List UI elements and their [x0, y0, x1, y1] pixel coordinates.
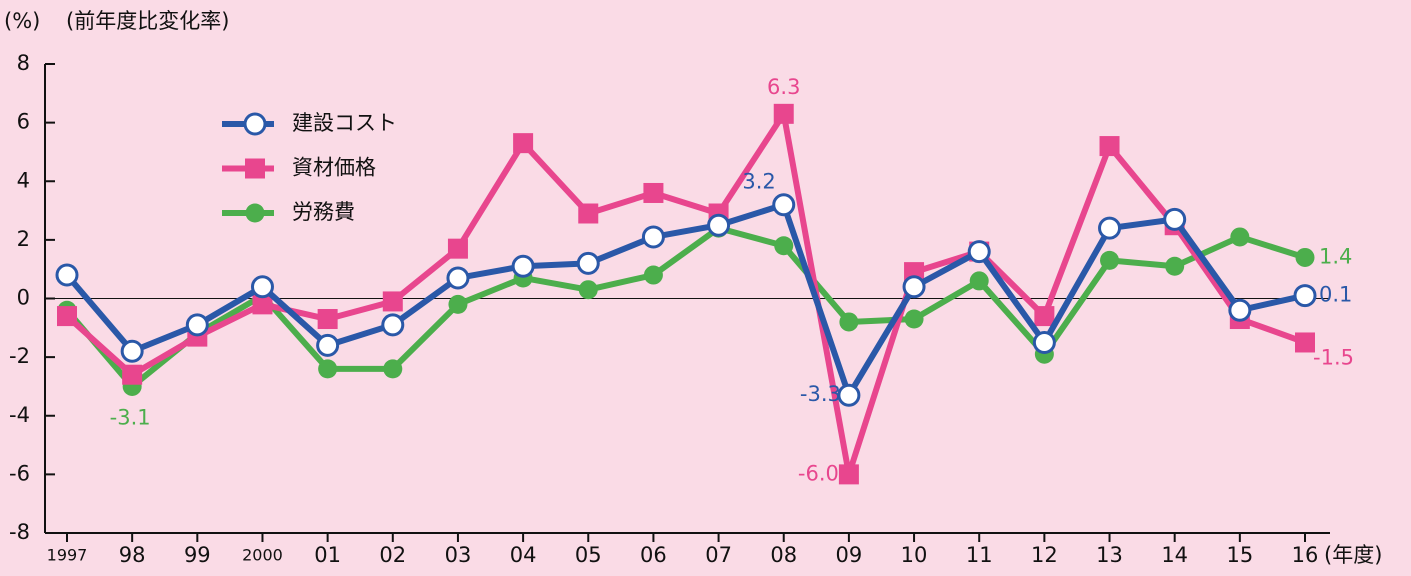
x-tick-label: 15 [1226, 543, 1253, 567]
y-axis-label: (%) [4, 9, 40, 33]
x-tick-label: 10 [901, 543, 928, 567]
marker [837, 383, 861, 407]
legend-label: 建設コスト [292, 111, 397, 135]
y-tick-label: -4 [9, 403, 30, 427]
marker [447, 238, 468, 259]
marker [1295, 247, 1315, 267]
marker [1228, 298, 1252, 322]
marker [55, 263, 79, 287]
data-label: 3.2 [742, 170, 775, 194]
x-tick-label: 1997 [47, 546, 88, 565]
x-tick-label: 04 [510, 543, 537, 567]
x-tick-label: 05 [575, 543, 602, 567]
marker [839, 312, 859, 332]
marker [446, 266, 470, 290]
marker [1165, 256, 1185, 276]
marker [120, 339, 144, 363]
x-tick-label: 13 [1096, 543, 1123, 567]
marker [1034, 306, 1055, 327]
series-line [64, 201, 1306, 399]
marker [252, 294, 273, 315]
marker [1230, 227, 1250, 247]
data-label: -6.0 [798, 461, 839, 485]
marker [1100, 250, 1120, 270]
data-label: 6.3 [767, 75, 800, 99]
series-line [64, 110, 1307, 478]
data-label: 0.1 [1319, 283, 1352, 307]
subtitle: (前年度比変化率) [66, 9, 229, 33]
legend-marker [243, 112, 267, 136]
marker [250, 275, 274, 299]
y-tick-label: 0 [17, 286, 30, 310]
marker [317, 309, 338, 330]
x-tick-label: 02 [379, 543, 406, 567]
x-tick-label: 98 [119, 543, 146, 567]
marker [57, 306, 77, 327]
y-tick-label: 6 [17, 110, 30, 134]
marker [122, 364, 143, 385]
data-label: 1.4 [1319, 244, 1352, 268]
legend-label: 資材価格 [292, 156, 376, 180]
marker [383, 359, 403, 379]
marker [1098, 216, 1122, 240]
marker [643, 182, 664, 203]
y-tick-label: 8 [17, 51, 30, 75]
legend-marker [245, 203, 265, 223]
marker [448, 294, 468, 314]
marker [185, 313, 209, 337]
marker [707, 213, 731, 237]
x-tick-label: 12 [1031, 543, 1058, 567]
x-tick-label: 06 [640, 543, 667, 567]
x-tick-label: 01 [314, 543, 341, 567]
marker [904, 309, 924, 329]
data-label: -3.3 [800, 382, 841, 406]
marker [773, 103, 794, 124]
y-tick-label: 4 [17, 168, 30, 192]
marker [774, 236, 794, 256]
marker [1099, 136, 1120, 157]
y-tick-label: 2 [17, 227, 30, 251]
y-tick-label: -2 [9, 344, 30, 368]
marker [513, 133, 534, 154]
data-label: -1.5 [1313, 345, 1354, 369]
legend-marker [245, 158, 265, 179]
marker [772, 193, 796, 217]
y-tick-label: -8 [9, 520, 30, 544]
marker [902, 275, 926, 299]
marker [838, 464, 859, 485]
x-tick-label: 11 [966, 543, 993, 567]
marker [578, 280, 598, 300]
marker [1032, 330, 1056, 354]
marker [1293, 284, 1317, 308]
x-tick-label: 09 [836, 543, 863, 567]
marker [641, 225, 665, 249]
data-label: -3.1 [110, 405, 151, 429]
marker [969, 271, 989, 291]
marker [1163, 207, 1187, 231]
x-tick-label: 2000 [242, 546, 283, 565]
marker [511, 254, 535, 278]
marker [1295, 332, 1315, 353]
y-tick-label: -6 [9, 461, 30, 485]
marker [382, 291, 403, 312]
marker [967, 240, 991, 264]
x-tick-label: 16 [1292, 543, 1319, 567]
x-tick-label: 07 [705, 543, 732, 567]
x-tick-label: 08 [770, 543, 797, 567]
marker [578, 203, 599, 224]
marker [381, 313, 405, 337]
marker [643, 265, 663, 285]
x-tick-label: 03 [445, 543, 472, 567]
marker [316, 333, 340, 357]
marker [576, 251, 600, 275]
x-tick-label: 99 [184, 543, 211, 567]
x-axis-label: (年度) [1324, 543, 1382, 567]
x-tick-label: 14 [1161, 543, 1188, 567]
marker [318, 359, 338, 379]
legend-label: 労務費 [292, 200, 355, 224]
